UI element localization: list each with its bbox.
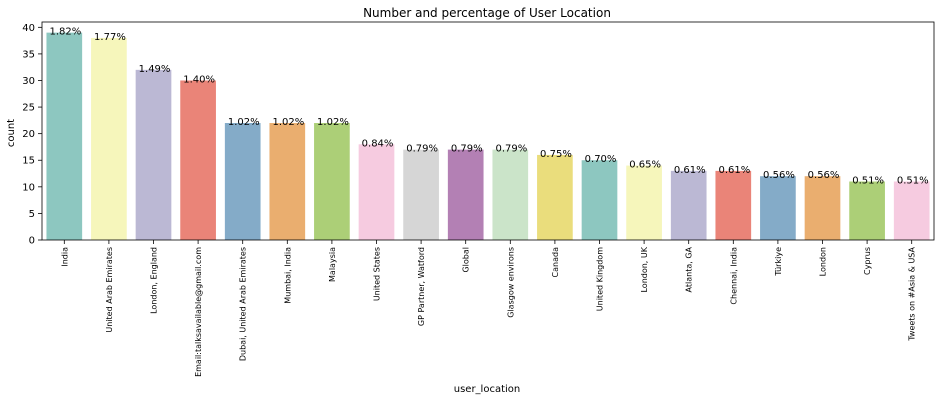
y-axis-label: count — [6, 119, 17, 147]
x-tick-label: Global — [462, 247, 471, 273]
bar — [269, 123, 306, 240]
bar — [224, 123, 261, 240]
bar — [180, 80, 216, 240]
plot-area-frame — [41, 21, 935, 241]
x-tick-label: United Arab Emirates — [105, 247, 114, 333]
x-tick-label: Türkiye — [774, 247, 783, 277]
data-label: 1.77% — [94, 32, 126, 43]
y-tick-label: 30 — [22, 76, 35, 87]
data-label: 0.70% — [585, 154, 617, 165]
x-tick-label: Malaysia — [328, 247, 337, 282]
y-tick-label: 0 — [29, 236, 35, 247]
x-axis-label: user_location — [454, 384, 521, 395]
y-tick-label: 25 — [22, 103, 35, 114]
x-axis: India United Arab Emirates London, England… — [60, 240, 917, 377]
bar — [760, 176, 796, 240]
x-tick-label: United Kingdom — [596, 247, 605, 311]
bar — [447, 149, 484, 240]
x-tick-label: London, England — [150, 247, 159, 314]
bar — [626, 165, 662, 240]
bar — [358, 144, 395, 240]
bar — [91, 37, 127, 240]
data-label: 1.49% — [139, 64, 171, 75]
data-label: 0.61% — [718, 165, 750, 176]
data-label: 0.56% — [763, 170, 795, 181]
x-tick-label: Tweets on #Asia & USA — [908, 246, 917, 341]
x-tick-label: Canada — [551, 247, 560, 278]
data-label: 1.40% — [183, 74, 215, 85]
bar — [314, 123, 350, 240]
x-tick-label: India — [60, 247, 69, 267]
bar — [581, 160, 618, 240]
x-tick-label: London — [819, 247, 828, 276]
bar — [403, 149, 439, 240]
y-tick-label: 40 — [22, 23, 35, 34]
data-label: 0.79% — [495, 144, 527, 155]
bar — [670, 170, 707, 240]
x-tick-label: Atlanta, GA — [685, 246, 694, 292]
bar — [46, 32, 83, 240]
x-tick-label: Glasgow environs — [506, 247, 515, 318]
x-tick-label: United States — [373, 247, 382, 301]
x-tick-label: Cyprus — [863, 247, 872, 275]
data-label: 0.75% — [540, 149, 572, 160]
data-label: 0.51% — [897, 176, 929, 187]
data-labels: 1.82% 1.77% 1.49% 1.40% 1.02% 1.02% 1.02% 0.84%… — [49, 27, 928, 187]
x-tick-label: Mumbai, India — [283, 247, 292, 304]
x-tick-label: Email:talksavailable@gmail.com — [194, 247, 203, 377]
bar — [804, 176, 841, 240]
data-label: 1.02% — [272, 117, 304, 128]
bar — [893, 181, 930, 240]
y-tick-label: 10 — [22, 182, 35, 193]
data-label: 0.84% — [362, 138, 394, 149]
bar — [715, 170, 752, 240]
data-label: 0.61% — [674, 165, 706, 176]
bars — [46, 32, 930, 240]
data-label: 1.82% — [49, 27, 81, 38]
data-label: 1.02% — [317, 117, 349, 128]
data-label: 1.02% — [228, 117, 260, 128]
bar — [849, 181, 885, 240]
data-label: 0.51% — [852, 176, 884, 187]
bar — [492, 149, 529, 240]
y-tick-label: 35 — [22, 49, 35, 60]
x-tick-label: London, UK — [640, 246, 649, 292]
x-tick-label: Chennai, India — [729, 247, 738, 305]
bar — [537, 154, 573, 240]
data-label: 0.65% — [629, 160, 661, 171]
data-label: 0.79% — [406, 144, 438, 155]
data-label: 0.56% — [808, 170, 840, 181]
y-tick-label: 15 — [22, 156, 35, 167]
chart-title: Number and percentage of User Location — [363, 6, 611, 20]
data-label: 0.79% — [451, 144, 483, 155]
y-tick-label: 5 — [29, 209, 35, 220]
y-axis: 0 5 10 15 20 25 30 35 40 — [22, 23, 42, 247]
bar — [135, 69, 172, 240]
x-tick-label: Dubai, United Arab Emirates — [239, 247, 248, 361]
y-tick-label: 20 — [22, 129, 35, 140]
x-tick-label: GP Partner, Watford — [417, 247, 426, 326]
